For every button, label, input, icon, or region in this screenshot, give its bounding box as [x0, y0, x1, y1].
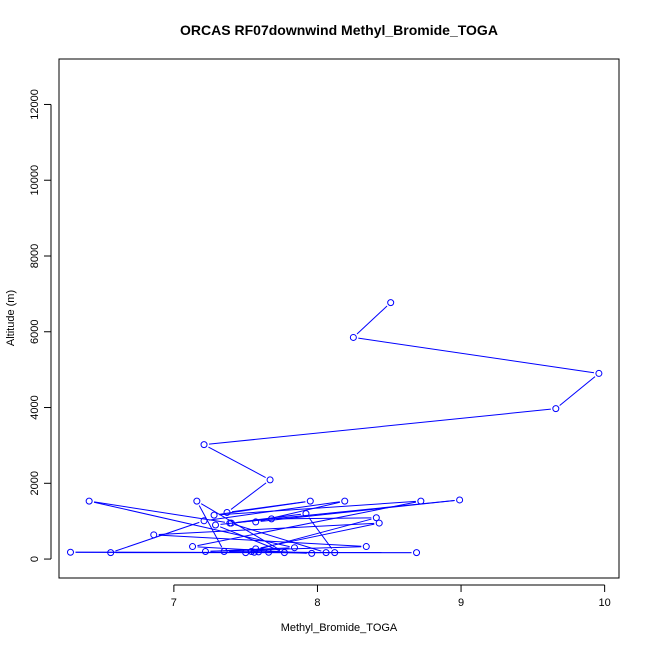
data-point — [265, 548, 273, 556]
data-point — [150, 531, 158, 539]
x-tick-label: 10 — [599, 597, 611, 609]
data-point — [372, 514, 380, 522]
data-point — [107, 549, 115, 557]
data-point — [220, 547, 228, 555]
data-point — [201, 547, 209, 555]
series-segment — [559, 376, 596, 406]
data-point — [66, 548, 74, 556]
y-tick-label: 2000 — [29, 471, 41, 495]
series-segment — [200, 503, 281, 551]
series-segment — [276, 517, 372, 520]
series-segment — [358, 337, 595, 374]
series-segment — [198, 505, 223, 548]
y-tick-label: 4000 — [29, 395, 41, 419]
data-point — [417, 497, 425, 505]
series-segment — [250, 518, 372, 552]
series-segment — [208, 408, 551, 445]
x-axis-label: Methyl_Bromide_TOGA — [281, 622, 398, 634]
y-tick-label: 0 — [29, 556, 41, 562]
series-segment — [219, 526, 280, 552]
series-segment — [208, 446, 266, 478]
data-point — [280, 549, 288, 557]
data-point — [255, 548, 263, 556]
data-point — [85, 497, 93, 505]
data-point — [302, 510, 310, 518]
y-tick-label: 6000 — [29, 320, 41, 344]
data-point — [268, 515, 276, 523]
series-segment — [115, 521, 200, 552]
series-segment — [208, 501, 340, 521]
series-layer — [66, 299, 603, 557]
data-point — [595, 369, 603, 377]
data-point — [200, 517, 208, 525]
data-point — [552, 405, 560, 413]
data-point — [290, 544, 298, 552]
data-point — [331, 549, 339, 557]
data-point — [349, 333, 357, 341]
series-segment — [234, 524, 322, 552]
series-segment — [94, 501, 226, 523]
series-segment — [229, 551, 330, 554]
y-tick-label: 12000 — [29, 89, 41, 120]
x-tick-label: 7 — [171, 597, 177, 609]
series-segment — [230, 482, 267, 510]
series-segment — [356, 305, 388, 335]
y-tick-label: 8000 — [29, 244, 41, 268]
data-point — [362, 543, 370, 551]
plot-area — [58, 58, 620, 579]
data-point — [193, 497, 201, 505]
chart-title: ORCAS RF07downwind Methyl_Bromide_TOGA — [180, 22, 498, 38]
data-point — [387, 299, 395, 307]
x-tick-label: 9 — [458, 597, 464, 609]
series-segment — [197, 501, 417, 547]
data-point — [242, 549, 250, 557]
data-point — [210, 511, 218, 519]
data-point — [223, 508, 231, 516]
series-segment — [93, 501, 290, 548]
data-point — [413, 549, 421, 557]
series-segment — [210, 547, 290, 552]
data-point — [306, 497, 314, 505]
data-point — [341, 497, 349, 505]
x-axis: 7 8 9 10 — [171, 584, 611, 609]
data-point — [322, 549, 330, 557]
data-point — [200, 441, 208, 449]
data-point — [189, 543, 197, 551]
y-axis: 0 2000 4000 6000 8000 10000 12000 — [29, 89, 52, 562]
data-point — [266, 476, 274, 484]
data-point — [252, 518, 260, 526]
y-axis-label: Altitude (m) — [5, 290, 17, 346]
data-point — [308, 549, 316, 557]
data-point — [227, 519, 235, 527]
series-segment — [218, 501, 306, 515]
series-segment — [158, 522, 375, 536]
series-segment — [158, 534, 362, 547]
data-point — [456, 496, 464, 504]
data-point — [250, 548, 258, 556]
series-segment — [219, 500, 416, 516]
data-point — [212, 521, 220, 529]
data-point — [375, 519, 383, 527]
x-tick-label: 8 — [314, 597, 320, 609]
y-tick-label: 10000 — [29, 165, 41, 196]
series-segment — [236, 499, 455, 524]
